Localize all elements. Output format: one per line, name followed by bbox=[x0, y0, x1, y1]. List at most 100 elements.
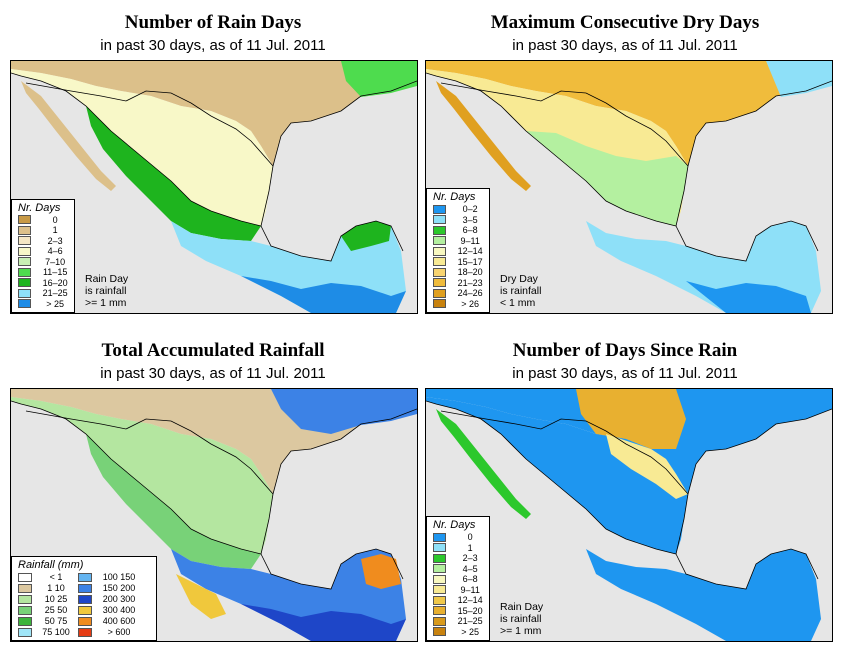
legend-entries: 0 1 2–3 4–5 6–8 9–11 12–14 15–20 21–25 > 25 bbox=[427, 532, 489, 640]
coastline bbox=[11, 72, 417, 227]
land-sierra bbox=[86, 434, 261, 569]
legend-swatch bbox=[433, 543, 447, 553]
legend-swatch bbox=[18, 572, 32, 582]
legend-label: 100 150 bbox=[102, 572, 136, 582]
legend-entry: 2–3 bbox=[12, 236, 74, 247]
panel-subtitle: in past 30 days, as of 11 Jul. 2011 bbox=[512, 37, 738, 54]
land-baja bbox=[21, 81, 116, 191]
map-note: Rain Day is rainfall >= 1 mm bbox=[500, 601, 543, 637]
legend-swatch bbox=[433, 288, 447, 298]
legend-label: 4–5 bbox=[462, 563, 478, 574]
legend-label: 21–25 bbox=[457, 616, 483, 627]
land-mexico-north bbox=[11, 397, 273, 554]
legend-swatch bbox=[18, 246, 32, 256]
land-pacific bbox=[176, 574, 226, 619]
legend-label: 21–25 bbox=[42, 288, 68, 299]
land-mexico-north bbox=[426, 397, 688, 554]
map-field bbox=[426, 61, 832, 313]
coastline bbox=[426, 400, 832, 555]
map-legend: Nr. Days 0–2 3–5 6–8 9–11 12–14 15–17 18–20 21–… bbox=[426, 188, 490, 313]
note-line: >= 1 mm bbox=[500, 625, 542, 637]
legend-entry: 4–5 bbox=[427, 564, 489, 575]
legend-swatch bbox=[433, 257, 447, 267]
legend-title: Nr. Days bbox=[18, 201, 61, 214]
land-northeast bbox=[606, 434, 688, 499]
legend-swatch bbox=[433, 532, 447, 542]
legend-label: 1 bbox=[467, 542, 473, 553]
legend-label: 1 10 bbox=[47, 583, 65, 593]
legend-label: 21–23 bbox=[457, 277, 483, 288]
legend-entry: 24–26 bbox=[427, 288, 489, 299]
land-south bbox=[586, 549, 821, 641]
legend-entry: 1 bbox=[12, 225, 74, 236]
dry-days-map: Nr. Days 0–2 3–5 6–8 9–11 12–14 15–17 18–20 21–… bbox=[425, 60, 833, 314]
legend-label: 4–6 bbox=[47, 246, 63, 257]
legend-label: > 26 bbox=[461, 298, 480, 309]
legend-swatch bbox=[78, 572, 92, 582]
legend-label: 12–14 bbox=[457, 595, 483, 606]
land-mexico-north bbox=[11, 69, 273, 226]
note-line: < 1 mm bbox=[500, 297, 536, 309]
map-legend: Nr. Days 0 1 2–3 4–5 6–8 9–11 12–14 15–20 21–25 >… bbox=[426, 516, 490, 641]
legend-label: 6–8 bbox=[462, 225, 478, 236]
us-mexico-border bbox=[440, 82, 689, 167]
legend-swatch bbox=[18, 257, 32, 267]
legend-entry: 12–14 bbox=[427, 595, 489, 606]
legend-swatch bbox=[18, 583, 32, 593]
legend-swatch bbox=[18, 236, 32, 246]
land-usa bbox=[426, 61, 832, 166]
legend-swatch bbox=[78, 594, 92, 604]
legend-entry: 16–20 bbox=[12, 278, 74, 289]
legend-swatch bbox=[433, 246, 447, 256]
legend-swatch bbox=[433, 225, 447, 235]
legend-label: 15–20 bbox=[457, 605, 483, 616]
legend-label: 2–3 bbox=[47, 235, 63, 246]
land-east bbox=[766, 61, 832, 97]
land-yucatan bbox=[361, 554, 401, 589]
gulf-coast bbox=[260, 548, 404, 590]
legend-label: 3–5 bbox=[462, 214, 478, 225]
legend-swatch bbox=[433, 278, 447, 288]
legend-label: 6–8 bbox=[462, 574, 478, 585]
legend-label: 9–11 bbox=[460, 235, 480, 246]
legend-title: Rainfall (mm) bbox=[18, 559, 84, 571]
note-line: Rain Day bbox=[500, 601, 544, 613]
legend-label: 10 25 bbox=[44, 594, 68, 604]
land-east bbox=[271, 389, 417, 434]
land-sierra bbox=[86, 106, 261, 241]
land-southeast bbox=[241, 604, 406, 641]
legend-label: 400 600 bbox=[102, 616, 136, 626]
legend-label: 16–20 bbox=[42, 277, 68, 288]
legend-entries: < 1 100 150 1 10 150 200 10 25 200 300 25 50 30… bbox=[12, 572, 156, 640]
panel-title: Number of Days Since Rain bbox=[512, 340, 738, 361]
legend-label: 75 100 bbox=[42, 627, 70, 637]
map-legend: Nr. Days 0 1 2–3 4–6 7–10 11–15 16–20 21–25 > 25 bbox=[11, 198, 75, 313]
legend-swatch bbox=[18, 225, 32, 235]
legend-entry: 12–14 bbox=[427, 246, 489, 257]
legend-label: 300 400 bbox=[102, 605, 136, 615]
legend-entries: 0–2 3–5 6–8 9–11 12–14 15–17 18–20 21–23 24–26 > … bbox=[427, 204, 489, 312]
legend-swatch bbox=[433, 204, 447, 214]
legend-label: < 1 bbox=[49, 572, 63, 582]
legend-entry: 4–6 bbox=[12, 246, 74, 257]
legend-swatch bbox=[78, 627, 92, 637]
panel-subtitle: in past 30 days, as of 11 Jul. 2011 bbox=[100, 365, 326, 382]
legend-entry: 21–25 bbox=[427, 616, 489, 627]
legend-swatch bbox=[433, 215, 447, 225]
legend-entry: 0 bbox=[12, 215, 74, 226]
legend-swatch bbox=[433, 616, 447, 626]
legend-swatch bbox=[18, 267, 32, 277]
map-field bbox=[11, 61, 417, 313]
note-line: is rainfall bbox=[500, 285, 542, 297]
legend-swatch bbox=[433, 574, 447, 584]
legend-entry: 15–17 bbox=[427, 257, 489, 268]
legend-swatch bbox=[18, 616, 32, 626]
legend-label: > 25 bbox=[461, 626, 480, 637]
legend-entry: 18–20 bbox=[427, 267, 489, 278]
legend-swatch bbox=[433, 553, 447, 563]
legend-entry: 11–15 bbox=[12, 267, 74, 278]
legend-label: 7–10 bbox=[45, 256, 66, 267]
panel-title: Total Accumulated Rainfall bbox=[101, 340, 325, 361]
note-line: Dry Day bbox=[500, 273, 538, 285]
map-note: Dry Day is rainfall < 1 mm bbox=[500, 273, 541, 309]
